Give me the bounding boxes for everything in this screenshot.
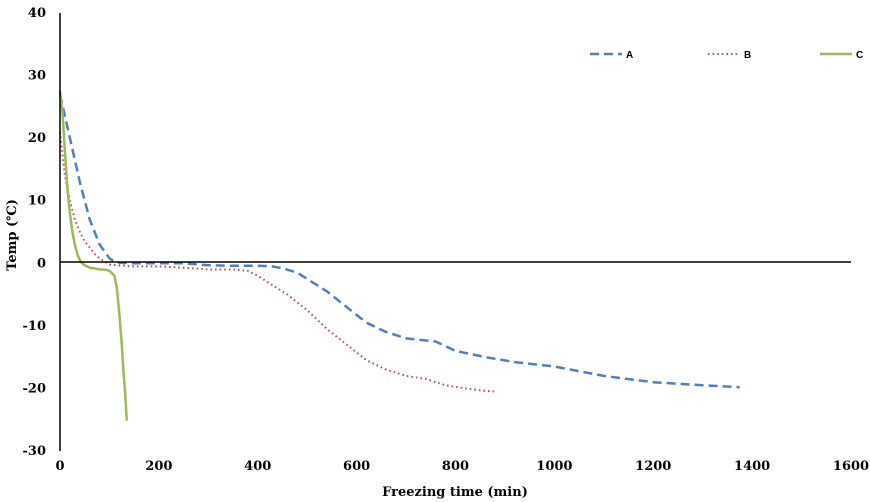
y-tick-label: 10 (28, 194, 46, 209)
x-tick-label: 200 (145, 459, 172, 474)
legend-label-A: A (626, 50, 633, 61)
legend-label-B: B (744, 50, 751, 61)
y-tick-label: 40 (28, 6, 46, 21)
legend: A B C (590, 50, 863, 61)
series-line-C (58, 89, 128, 421)
x-tick-label: 800 (442, 459, 469, 474)
x-tick-label: 1400 (734, 459, 770, 474)
y-axis-title: Temp (℃) (5, 199, 20, 271)
tick-labels: 0 200 400 600 800 1000 1200 1400 1600 -30 -20 -10 0 1… (23, 6, 870, 474)
plot-area (58, 89, 740, 421)
axes (59, 13, 851, 451)
x-tick-label: 1000 (536, 459, 572, 474)
y-tick-label: 30 (28, 69, 46, 84)
y-tick-label: -30 (23, 444, 47, 459)
x-axis-title: Freezing time (min) (382, 485, 528, 500)
x-tick-label: 400 (244, 459, 271, 474)
y-tick-label: 0 (37, 256, 46, 271)
x-tick-label: 1200 (635, 459, 671, 474)
y-tick-label: 20 (28, 131, 46, 146)
y-tick-label: -10 (23, 319, 47, 334)
x-tick-label: 600 (343, 459, 370, 474)
legend-label-C: C (856, 50, 863, 61)
y-tick-label: -20 (23, 381, 47, 396)
x-tick-label: 0 (55, 459, 64, 474)
series-line-A (58, 94, 740, 389)
x-tick-label: 1600 (833, 459, 869, 474)
